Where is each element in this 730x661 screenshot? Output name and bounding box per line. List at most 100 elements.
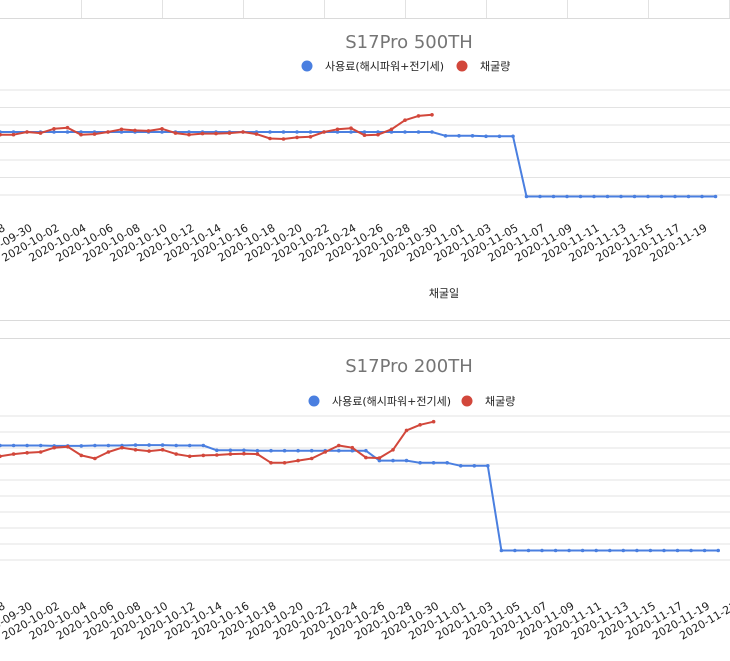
data-point bbox=[296, 458, 300, 463]
data-point bbox=[443, 134, 448, 138]
data-point bbox=[364, 455, 368, 460]
sheet-column-line bbox=[405, 0, 406, 18]
data-point bbox=[403, 118, 407, 122]
data-point bbox=[308, 130, 313, 134]
data-point bbox=[268, 130, 272, 134]
data-point bbox=[66, 445, 70, 449]
data-point bbox=[553, 548, 558, 553]
data-point bbox=[119, 130, 124, 134]
legend-label: 채굴량 bbox=[485, 395, 515, 408]
data-point bbox=[25, 130, 29, 134]
data-point bbox=[323, 450, 328, 454]
data-point bbox=[431, 461, 436, 465]
data-point bbox=[458, 464, 463, 468]
data-point bbox=[659, 194, 664, 199]
data-point bbox=[242, 448, 246, 453]
data-point bbox=[337, 448, 341, 453]
sheet-column-line bbox=[81, 0, 82, 18]
data-point bbox=[430, 130, 434, 134]
data-point bbox=[619, 194, 623, 199]
sheet-column-line bbox=[648, 0, 649, 18]
data-point bbox=[608, 548, 612, 553]
legend-label: 채굴량 bbox=[480, 60, 510, 73]
data-point bbox=[79, 453, 84, 458]
sheet-grid-strip bbox=[0, 0, 730, 18]
data-point bbox=[526, 548, 531, 553]
data-point bbox=[592, 194, 596, 199]
legend-marker bbox=[456, 60, 468, 72]
data-point bbox=[38, 450, 43, 454]
data-point bbox=[416, 130, 421, 134]
data-point bbox=[404, 428, 409, 433]
data-point bbox=[513, 548, 517, 553]
data-point bbox=[269, 461, 273, 465]
data-point bbox=[282, 461, 287, 465]
data-point bbox=[648, 548, 653, 553]
data-point bbox=[702, 548, 707, 553]
data-point bbox=[52, 445, 56, 450]
data-point bbox=[0, 454, 2, 459]
data-point bbox=[335, 127, 340, 132]
data-point bbox=[445, 461, 450, 465]
series-mining bbox=[0, 419, 436, 465]
data-point bbox=[404, 458, 409, 463]
data-point bbox=[430, 113, 434, 117]
data-point bbox=[673, 194, 677, 199]
data-point bbox=[11, 452, 16, 456]
data-point bbox=[269, 448, 273, 453]
data-point bbox=[686, 194, 691, 199]
x-tick-labels: 2020-09-282020-09-302020-10-022020-10-04… bbox=[0, 599, 730, 642]
sheet-row-divider bbox=[0, 18, 730, 19]
data-point bbox=[377, 456, 382, 460]
data-point bbox=[364, 448, 368, 453]
data-point bbox=[389, 127, 394, 132]
data-point bbox=[418, 423, 422, 427]
data-point bbox=[281, 137, 286, 141]
data-point bbox=[578, 194, 583, 199]
data-point bbox=[362, 133, 367, 137]
chart-s17pro-500th[interactable]: S17Pro 500TH 사용료(해시파워+전기세) 채굴량 2020-09-2820… bbox=[0, 18, 730, 320]
data-point bbox=[621, 548, 626, 553]
data-point bbox=[65, 130, 70, 134]
data-point bbox=[349, 126, 353, 130]
data-point bbox=[713, 194, 718, 199]
data-point bbox=[25, 443, 29, 448]
data-point bbox=[632, 194, 637, 199]
sheet-column-line bbox=[243, 0, 244, 18]
data-point bbox=[484, 134, 488, 139]
data-point bbox=[227, 131, 232, 135]
data-point bbox=[418, 461, 422, 465]
data-point bbox=[255, 448, 260, 453]
data-point bbox=[540, 548, 544, 553]
chart-s17pro-200th[interactable]: S17Pro 200TH 사용료(해시파워+전기세) 채굴량 2020-09-2820… bbox=[0, 338, 730, 661]
data-point bbox=[403, 130, 407, 134]
sheet-column-line bbox=[567, 0, 568, 18]
sheet-row-divider bbox=[0, 338, 730, 339]
data-point bbox=[120, 445, 124, 450]
gridlines bbox=[0, 415, 730, 561]
sheet-column-line bbox=[162, 0, 163, 18]
data-point bbox=[79, 130, 83, 134]
data-point bbox=[52, 127, 56, 131]
data-point bbox=[389, 130, 394, 134]
data-point bbox=[646, 194, 650, 199]
data-point bbox=[38, 443, 43, 448]
x-tick-labels: 2020-09-282020-09-302020-10-022020-10-04… bbox=[0, 221, 710, 264]
data-point bbox=[187, 443, 192, 448]
data-point bbox=[254, 132, 259, 136]
chart-title: S17Pro 500TH bbox=[345, 32, 473, 53]
data-point bbox=[376, 130, 380, 134]
data-point bbox=[594, 548, 598, 553]
legend-label: 사용료(해시파워+전기세) bbox=[325, 59, 444, 73]
data-point bbox=[524, 194, 529, 199]
data-point bbox=[255, 452, 260, 456]
data-point bbox=[391, 448, 395, 452]
data-point bbox=[499, 548, 504, 553]
data-point bbox=[160, 443, 165, 447]
data-point bbox=[296, 448, 300, 453]
series-line bbox=[0, 131, 716, 198]
data-point bbox=[200, 131, 205, 136]
data-point bbox=[173, 131, 178, 135]
data-point bbox=[700, 194, 704, 199]
